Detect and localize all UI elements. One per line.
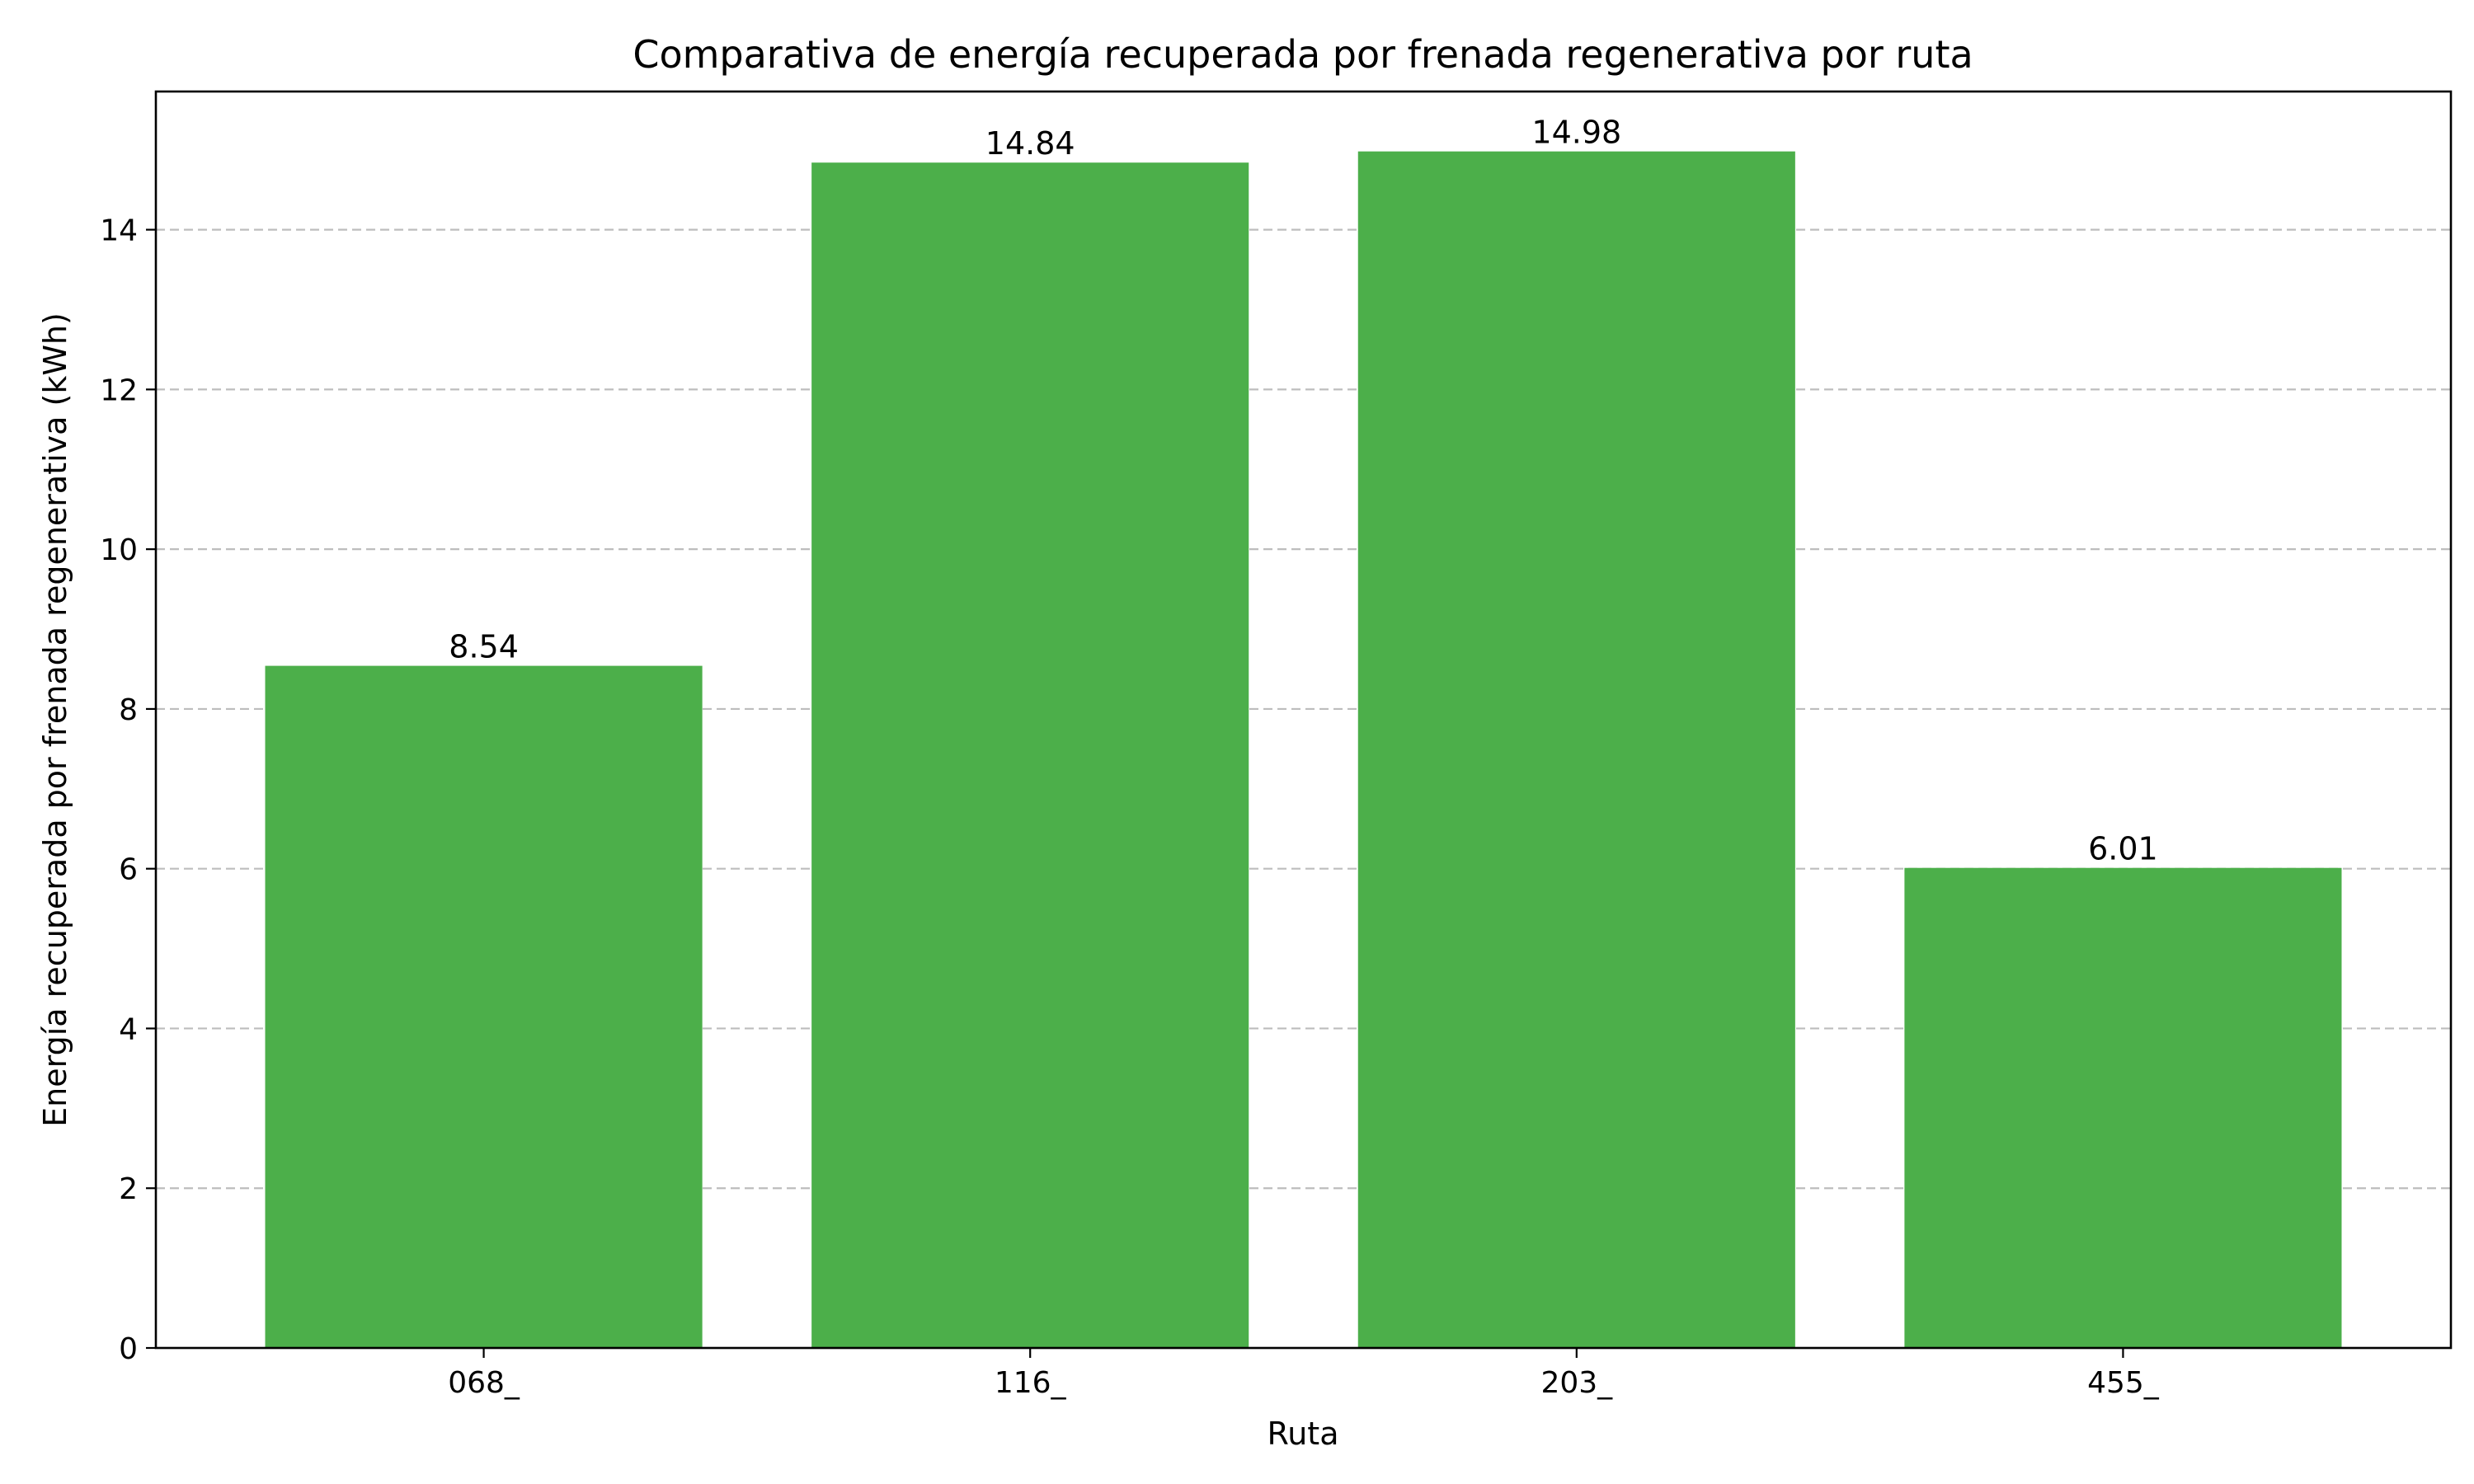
x-tick-label: 455_ bbox=[2087, 1366, 2160, 1400]
bar-068 bbox=[265, 665, 703, 1348]
y-tick-label: 14 bbox=[100, 214, 138, 248]
y-tick-label: 4 bbox=[119, 1012, 138, 1046]
y-tick-label: 2 bbox=[119, 1172, 138, 1206]
y-tick-label: 8 bbox=[119, 693, 138, 727]
x-tick-label: 068_ bbox=[448, 1366, 520, 1400]
x-axis-label: Ruta bbox=[1268, 1416, 1339, 1452]
bar-value-label: 14.98 bbox=[1531, 115, 1621, 151]
y-tick-label: 10 bbox=[100, 533, 138, 567]
bar-203 bbox=[1357, 151, 1795, 1348]
bar-value-label: 14.84 bbox=[985, 125, 1075, 162]
bar-value-label: 8.54 bbox=[449, 629, 519, 665]
axis-ticks: 0 2 4 6 8 10 12 14 068_ 116_ 203_ 455_ bbox=[100, 214, 2160, 1400]
y-axis-label: Energía recuperada por frenada regenerat… bbox=[37, 312, 73, 1127]
x-tick-label: 203_ bbox=[1540, 1366, 1613, 1400]
bars: 8.54 14.84 14.98 6.01 bbox=[265, 115, 2342, 1349]
y-tick-label: 6 bbox=[119, 853, 138, 887]
bar-455 bbox=[1904, 867, 2342, 1348]
x-tick-label: 116_ bbox=[995, 1366, 1067, 1400]
chart-title: Comparativa de energía recuperada por fr… bbox=[633, 32, 1973, 77]
bar-value-label: 6.01 bbox=[2088, 831, 2158, 867]
y-tick-label: 12 bbox=[100, 373, 138, 407]
bar-116 bbox=[811, 162, 1249, 1349]
plot-frame bbox=[154, 90, 2453, 1350]
y-tick-label: 0 bbox=[119, 1332, 138, 1366]
